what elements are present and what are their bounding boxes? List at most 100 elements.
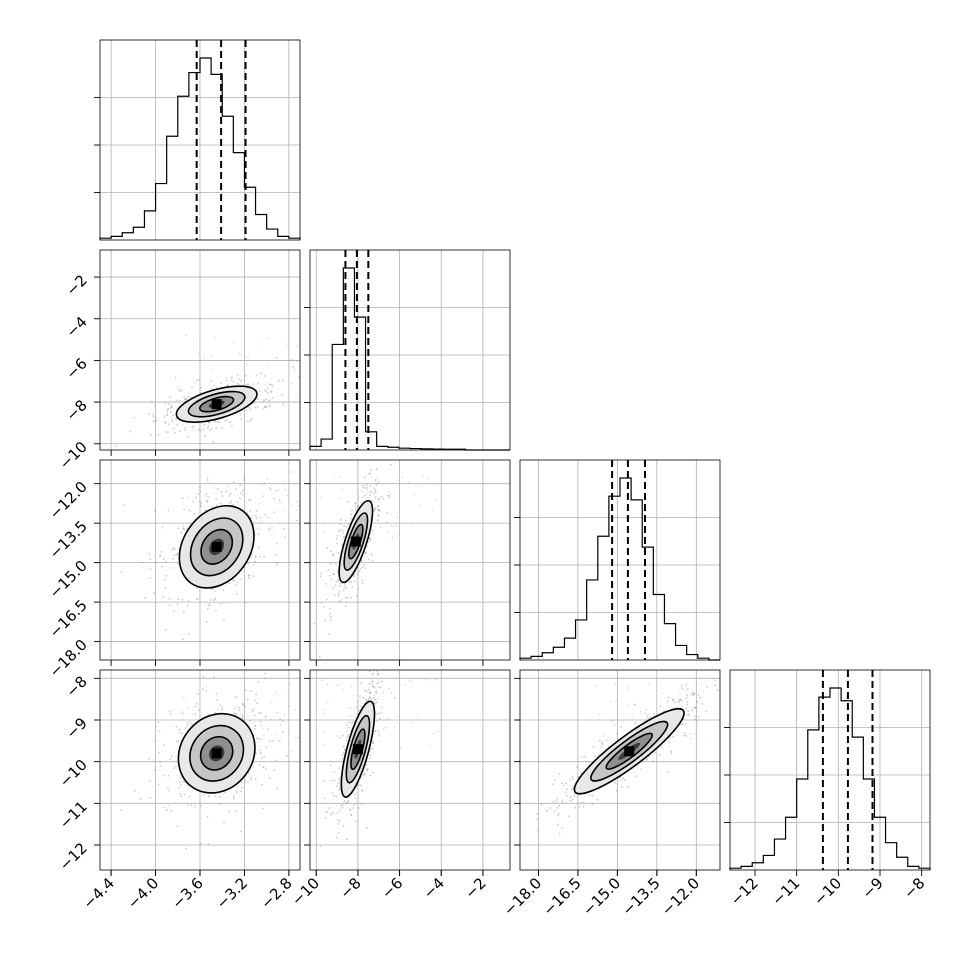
scatter-point [296, 360, 299, 362]
x-tick-label: −12 [727, 874, 762, 909]
scatter-point [184, 429, 186, 432]
scatter-point [330, 779, 333, 782]
scatter-point [564, 782, 567, 784]
scatter-point [342, 589, 345, 592]
scatter-point [256, 527, 259, 530]
scatter-point [199, 500, 201, 503]
scatter-point [378, 734, 380, 736]
scatter-point [209, 481, 211, 484]
scatter-point [614, 683, 616, 686]
scatter-point [683, 732, 686, 734]
scatter-point [690, 693, 693, 695]
scatter-point [215, 692, 218, 695]
scatter-point [279, 522, 281, 524]
scatter-point [152, 420, 155, 423]
scatter-point [220, 802, 222, 805]
scatter-point [350, 596, 352, 599]
scatter-point [361, 496, 364, 499]
scatter-point [346, 736, 349, 738]
scatter-point [680, 723, 682, 726]
scatter-point [194, 805, 197, 808]
scatter-point [248, 666, 250, 668]
scatter-point [360, 803, 363, 806]
scatter-point [194, 705, 197, 708]
scatter-point [249, 499, 252, 501]
scatter-point [251, 553, 253, 556]
scatter-point [599, 739, 601, 742]
scatter-point [252, 766, 255, 768]
scatter-point [272, 740, 274, 742]
scatter-point [232, 795, 235, 797]
scatter-point [432, 732, 435, 735]
scatter-point [163, 774, 166, 777]
scatter-point [162, 558, 165, 561]
scatter-point [234, 584, 237, 587]
scatter-point [390, 463, 392, 466]
scatter-point [683, 688, 686, 691]
scatter-point [197, 709, 200, 712]
scatter-point [576, 766, 578, 769]
scatter-point [185, 699, 188, 701]
scatter-point [376, 505, 379, 508]
scatter-point [345, 601, 348, 604]
scatter-point [205, 493, 208, 495]
scatter-point [353, 575, 355, 578]
scatter-point [375, 701, 378, 704]
scatter-point [726, 678, 728, 680]
scatter-point [377, 509, 380, 512]
y-tick-label: −8 [62, 396, 90, 424]
scatter-point [377, 481, 380, 483]
scatter-point [423, 679, 426, 681]
histogram-3 [729, 687, 931, 870]
scatter-point [247, 781, 249, 783]
scatter-point [239, 413, 242, 416]
scatter-point [263, 734, 265, 737]
scatter-point [269, 777, 271, 779]
scatter-point [360, 682, 362, 685]
scatter-point [338, 683, 341, 686]
scatter-point [230, 500, 233, 503]
scatter-point [323, 797, 326, 800]
x-tick-label: −4.0 [124, 874, 162, 912]
scatter-point [367, 697, 370, 700]
scatter-point [621, 786, 623, 788]
pair-panel-3-1 [304, 669, 511, 876]
scatter-point [374, 491, 377, 493]
scatter-point [175, 740, 178, 743]
scatter-point [241, 717, 244, 720]
scatter-point [323, 731, 325, 733]
scatter-point [176, 825, 179, 828]
scatter-point [348, 721, 351, 724]
scatter-point [323, 708, 326, 711]
scatter-point [267, 516, 270, 519]
scatter-point [696, 719, 699, 722]
scatter-point [240, 354, 242, 356]
scatter-point [207, 795, 210, 798]
scatter-point [257, 533, 260, 536]
scatter-point [386, 718, 389, 720]
scatter-point [214, 337, 216, 339]
scatter-point [225, 379, 228, 382]
scatter-point [275, 691, 277, 694]
scatter-point [367, 558, 370, 561]
scatter-point [254, 725, 256, 727]
scatter-point [163, 806, 166, 809]
scatter-point [246, 420, 249, 423]
scatter-point [345, 730, 348, 732]
scatter-point [569, 779, 572, 781]
scatter-point [186, 505, 188, 507]
scatter-point [635, 775, 638, 778]
scatter-point [364, 772, 366, 775]
contour-0 [178, 504, 255, 589]
scatter-point [253, 714, 256, 717]
frame-1 [309, 249, 511, 451]
density-peak [211, 541, 222, 552]
scatter-point [270, 701, 273, 704]
scatter-point [341, 734, 344, 737]
scatter-point [330, 578, 333, 581]
scatter-point [692, 691, 695, 694]
scatter-point [375, 468, 378, 471]
hist-panel-0 [94, 39, 301, 241]
scatter-point [372, 740, 374, 743]
scatter-point [254, 778, 257, 780]
